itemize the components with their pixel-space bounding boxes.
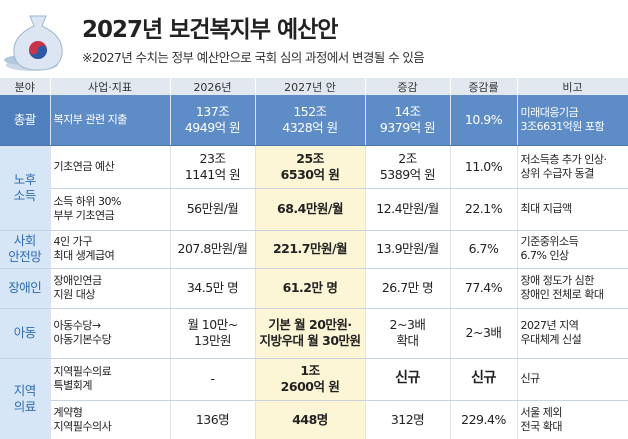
table-row: 장애인 장애인연금 지원 대상 34.5만 명 61.2만 명 26.7만 명 77.4%… — [0, 268, 628, 309]
category-cell: 지역 의료 — [0, 358, 51, 439]
table-row: 소득 하위 30% 부부 기초연금 56만원/월 68.4만원/월 12.4만원/월 2… — [0, 188, 628, 231]
indicator-cell: 복지부 관련 지출 — [50, 95, 171, 146]
header: 2027년 보건복지부 예산안 ※2027년 수치는 정부 예산안으로 국회 심… — [0, 0, 628, 78]
column-header: 비고 — [517, 78, 628, 95]
note-cell: 장애 정도가 심한 장애인 전체로 확대 — [517, 268, 628, 309]
table-row: 노후 소득 기초연금 예산 23조 1141억 원 25조 6530억 원 2조 538… — [0, 145, 628, 231]
value-cell: 312명 — [365, 400, 451, 439]
value-cell: 25조 6530억 원 — [255, 145, 366, 189]
note-cell: 저소득층 추가 인상· 상위 수급자 동결 — [517, 145, 628, 189]
indicator-cell: 4인 가구 최대 생계급여 — [50, 230, 171, 269]
value-cell: 2~3배 확대 — [365, 308, 451, 359]
value-cell: 14조 9379억 원 — [365, 95, 451, 146]
note-cell: 2027년 지역 우대체계 신설 — [517, 308, 628, 359]
value-cell: 1조 2600억 원 — [255, 358, 366, 401]
value-cell: 22.1% — [450, 188, 518, 231]
table-row: 계약형 지역필수의사 136명 448명 312명 229.4% 서울 제외 전국 확대 — [0, 400, 628, 439]
category-cell: 총괄 — [0, 95, 51, 146]
indicator-cell: 소득 하위 30% 부부 기초연금 — [50, 188, 171, 231]
note-cell: 최대 지급액 — [517, 188, 628, 231]
money-bag-icon — [4, 15, 63, 71]
column-header: 2026년 — [170, 78, 256, 95]
value-cell: 신규 — [450, 358, 518, 401]
value-cell: - — [170, 358, 256, 401]
category-cell: 장애인 — [0, 268, 51, 309]
table-row: 총괄 복지부 관련 지출 137조 4949억 원 152조 4328억 원 14조 9… — [0, 95, 628, 146]
column-header: 2027년 안 — [255, 78, 366, 95]
indicator-cell: 지역필수의료 특별회계 — [50, 358, 171, 401]
value-cell: 월 10만~ 13만원 — [170, 308, 256, 359]
category-cell: 사회 안전망 — [0, 230, 51, 269]
value-cell: 23조 1141억 원 — [170, 145, 256, 189]
value-cell: 13.9만원/월 — [365, 230, 451, 269]
value-cell: 12.4만원/월 — [365, 188, 451, 231]
category-cell: 노후 소득 — [0, 145, 51, 231]
value-cell: 신규 — [365, 358, 451, 401]
column-header: 사업·지표 — [50, 78, 171, 95]
value-cell: 137조 4949억 원 — [170, 95, 256, 146]
table-row: 사회 안전망 4인 가구 최대 생계급여 207.8만원/월 221.7만원/월 13.… — [0, 230, 628, 269]
value-cell: 61.2만 명 — [255, 268, 366, 309]
table-row: 아동 아동수당→ 아동기본수당 월 10만~ 13만원 기본 월 20만원· 지방우대… — [0, 308, 628, 359]
value-cell: 152조 4328억 원 — [255, 95, 366, 146]
column-header: 분야 — [0, 78, 51, 95]
title: 2027년 보건복지부 예산안 — [82, 17, 338, 43]
subtitle: ※2027년 수치는 정부 예산안으로 국회 심의 과정에서 변경될 수 있음 — [82, 50, 425, 65]
value-cell: 56만원/월 — [170, 188, 256, 231]
note-cell: 신규 — [517, 358, 628, 401]
value-cell: 34.5만 명 — [170, 268, 256, 309]
value-cell: 207.8만원/월 — [170, 230, 256, 269]
value-cell: 136명 — [170, 400, 256, 439]
indicator-cell: 장애인연금 지원 대상 — [50, 268, 171, 309]
header-row: 분야 사업·지표 2026년 2027년 안 증감 증감률 비고 — [0, 78, 628, 95]
value-cell: 68.4만원/월 — [255, 188, 366, 231]
value-cell: 6.7% — [450, 230, 518, 269]
note-cell: 기준중위소득 6.7% 인상 — [517, 230, 628, 269]
value-cell: 10.9% — [450, 95, 518, 146]
column-header: 증감 — [365, 78, 451, 95]
note-cell: 서울 제외 전국 확대 — [517, 400, 628, 439]
table-row: 지역 의료 지역필수의료 특별회계 -1조 2600억 원 신규 신규 신규 — [0, 358, 628, 439]
value-cell: 기본 월 20만원· 지방우대 월 30만원 — [255, 308, 366, 359]
indicator-cell: 기초연금 예산 — [50, 145, 171, 189]
budget-table: 분야 사업·지표 2026년 2027년 안 증감 증감률 비고 총괄 복지부 관련 지출 13… — [0, 78, 628, 439]
value-cell: 26.7만 명 — [365, 268, 451, 309]
value-cell: 11.0% — [450, 145, 518, 189]
column-header: 증감률 — [450, 78, 518, 95]
value-cell: 448명 — [255, 400, 366, 439]
value-cell: 77.4% — [450, 268, 518, 309]
value-cell: 221.7만원/월 — [255, 230, 366, 269]
indicator-cell: 아동수당→ 아동기본수당 — [50, 308, 171, 359]
value-cell: 229.4% — [450, 400, 518, 439]
indicator-cell: 계약형 지역필수의사 — [50, 400, 171, 439]
value-cell: 2~3배 — [450, 308, 518, 359]
category-cell: 아동 — [0, 308, 51, 359]
note-cell: 미래대응기금 3조6631억원 포함 — [517, 95, 628, 146]
value-cell: 2조 5389억 원 — [365, 145, 451, 189]
